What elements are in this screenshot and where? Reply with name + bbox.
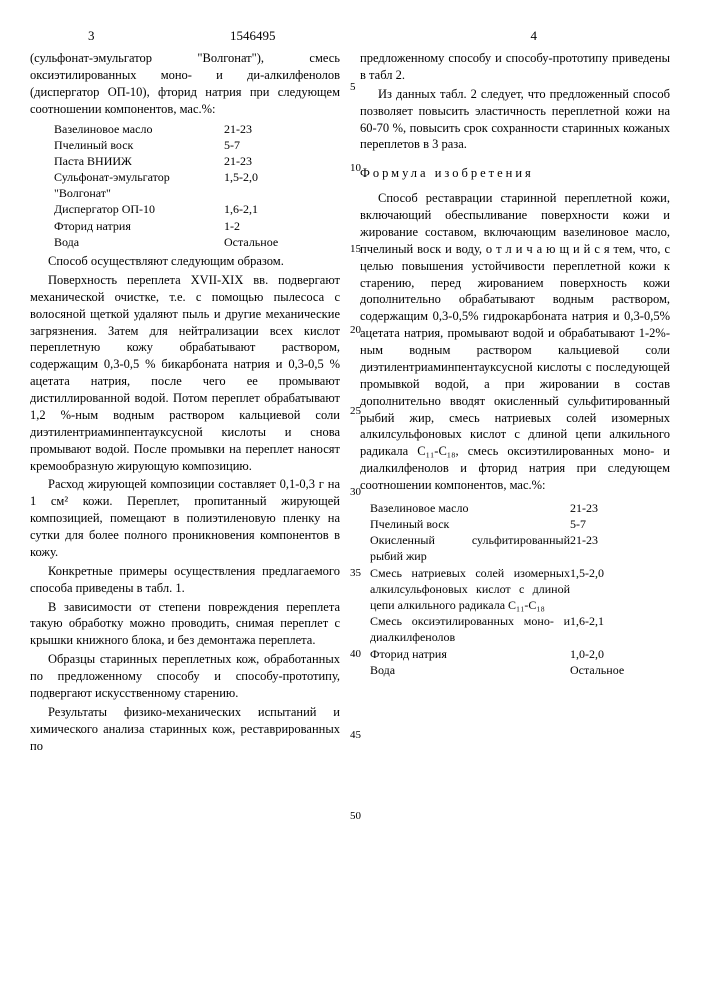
table-label: Смесь натриевых солей изомерных алкилсул…: [370, 565, 570, 614]
line-marker: 10: [350, 163, 361, 174]
paragraph: Образцы старинных переплетных кож, обраб…: [30, 651, 340, 702]
table-row: Окисленный сульфитированный рыбий жир21-…: [370, 532, 670, 564]
table-value: 21-23: [570, 500, 640, 516]
table-value: 21-23: [570, 532, 640, 564]
line-marker: 15: [350, 244, 361, 255]
table-value: 5-7: [224, 137, 294, 153]
table-label: Диспергатор ОП-10: [54, 201, 224, 217]
table-value: 5-7: [570, 516, 640, 532]
right-column: предложенному способу и способу-прототип…: [360, 20, 670, 756]
formula-header: Формула изобретения: [360, 165, 670, 182]
line-marker: 5: [350, 82, 361, 93]
paragraph: Расход жирующей композиции составляет 0,…: [30, 476, 340, 560]
table-value: 1-2: [224, 218, 294, 234]
table-label: Пчелиный воск: [54, 137, 224, 153]
table-label: Вазелиновое масло: [54, 121, 224, 137]
table-row: ВодаОстальное: [54, 234, 340, 250]
table-row: Сульфонат-эмульгатор "Волгонат"1,5-2,0: [54, 169, 340, 201]
table-row: Паста ВНИИЖ21-23: [54, 153, 340, 169]
table-value: 1,5-2,0: [570, 565, 640, 614]
table-label: Сульфонат-эмульгатор "Волгонат": [54, 169, 224, 201]
paragraph: Результаты физико-механических испытаний…: [30, 704, 340, 755]
paragraph: Конкретные примеры осуществления предлаг…: [30, 563, 340, 597]
table-value: 1,5-2,0: [224, 169, 294, 201]
paragraph: (сульфонат-эмульгатор "Волгонат"), смесь…: [30, 50, 340, 118]
line-number-gutter: 5 10 15 20 25 30 35 40 45 50: [350, 82, 361, 892]
paragraph: предложенному способу и способу-прототип…: [360, 50, 670, 84]
line-marker: 25: [350, 406, 361, 417]
table-value: 21-23: [224, 153, 294, 169]
line-marker: 50: [350, 811, 361, 822]
paragraph: Способ осуществляют следующим образом.: [30, 253, 340, 270]
table-row: Смесь оксиэтилированных моно- и диалкилф…: [370, 613, 670, 645]
composition-table-2: Вазелиновое масло21-23 Пчелиный воск5-7 …: [370, 500, 670, 678]
table-row: Диспергатор ОП-101,6-2,1: [54, 201, 340, 217]
paragraph: Способ реставрации старинной переплетной…: [360, 190, 670, 494]
doc-number: 1546495: [230, 28, 276, 44]
paragraph: В зависимости от степени повреждения пер…: [30, 599, 340, 650]
table-row: ВодаОстальное: [370, 662, 670, 678]
table-label: Вазелиновое масло: [370, 500, 570, 516]
page-num-left: 3: [88, 28, 95, 44]
table-label: Пчелиный воск: [370, 516, 570, 532]
line-marker: 20: [350, 325, 361, 336]
table-label: Окисленный сульфитированный рыбий жир: [370, 532, 570, 564]
table-row: Вазелиновое масло21-23: [54, 121, 340, 137]
table-value: 1,6-2,1: [224, 201, 294, 217]
table-row: Фторид натрия1,0-2,0: [370, 646, 670, 662]
table-label: Паста ВНИИЖ: [54, 153, 224, 169]
page-num-right: 4: [531, 28, 538, 44]
table-row: Фторид натрия1-2: [54, 218, 340, 234]
table-row: Пчелиный воск5-7: [54, 137, 340, 153]
table-label: Фторид натрия: [370, 646, 570, 662]
table-label: Вода: [54, 234, 224, 250]
composition-table-1: Вазелиновое масло21-23 Пчелиный воск5-7 …: [54, 121, 340, 251]
table-value: 1,0-2,0: [570, 646, 640, 662]
table-value: Остальное: [570, 662, 640, 678]
line-marker: 35: [350, 568, 361, 579]
paragraph: Поверхность переплета XVII-XIX вв. подве…: [30, 272, 340, 475]
line-marker: 45: [350, 730, 361, 741]
line-marker: 40: [350, 649, 361, 660]
table-label: Фторид натрия: [54, 218, 224, 234]
table-row: Вазелиновое масло21-23: [370, 500, 670, 516]
table-value: 21-23: [224, 121, 294, 137]
table-row: Пчелиный воск5-7: [370, 516, 670, 532]
table-label: Вода: [370, 662, 570, 678]
table-row: Смесь натриевых солей изомерных алкилсул…: [370, 565, 670, 614]
line-marker: 30: [350, 487, 361, 498]
paragraph: Из данных табл. 2 следует, что предложен…: [360, 86, 670, 154]
table-label: Смесь оксиэтилированных моно- и диалкилф…: [370, 613, 570, 645]
table-value: 1,6-2,1: [570, 613, 640, 645]
left-column: (сульфонат-эмульгатор "Волгонат"), смесь…: [30, 20, 340, 756]
table-value: Остальное: [224, 234, 294, 250]
